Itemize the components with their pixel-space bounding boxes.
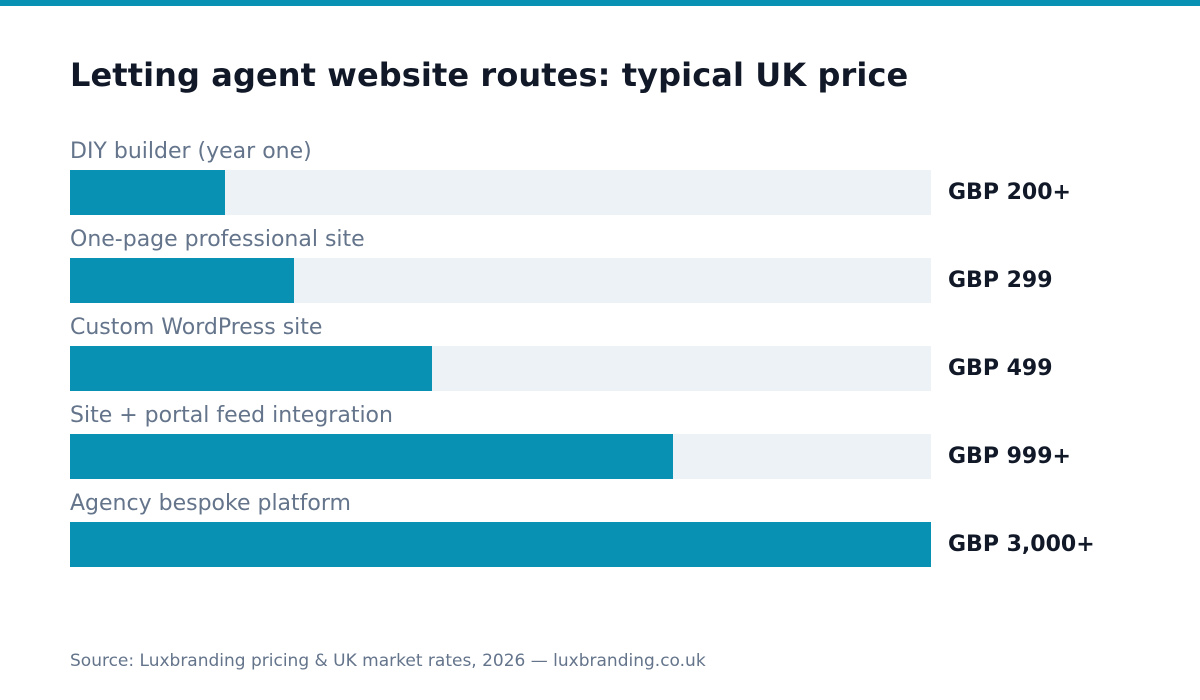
bar-track [70, 434, 931, 479]
category-label: One-page professional site [70, 227, 365, 252]
bar [70, 170, 225, 215]
value-label: GBP 299 [948, 268, 1053, 293]
bar [70, 522, 931, 567]
bar-track [70, 346, 931, 391]
source-note: Source: Luxbranding pricing & UK market … [70, 651, 706, 671]
chart-title: Letting agent website routes: typical UK… [70, 56, 909, 94]
category-label: Site + portal feed integration [70, 403, 393, 428]
bar [70, 346, 432, 391]
category-label: Agency bespoke platform [70, 491, 351, 516]
value-label: GBP 3,000+ [948, 532, 1095, 557]
value-label: GBP 499 [948, 356, 1053, 381]
bar-track [70, 258, 931, 303]
bar [70, 434, 673, 479]
category-label: DIY builder (year one) [70, 139, 312, 164]
value-label: GBP 999+ [948, 444, 1071, 469]
top-accent-bar [0, 0, 1200, 6]
category-label: Custom WordPress site [70, 315, 323, 340]
value-label: GBP 200+ [948, 180, 1071, 205]
bar-track [70, 522, 931, 567]
bar-track [70, 170, 931, 215]
bar [70, 258, 294, 303]
